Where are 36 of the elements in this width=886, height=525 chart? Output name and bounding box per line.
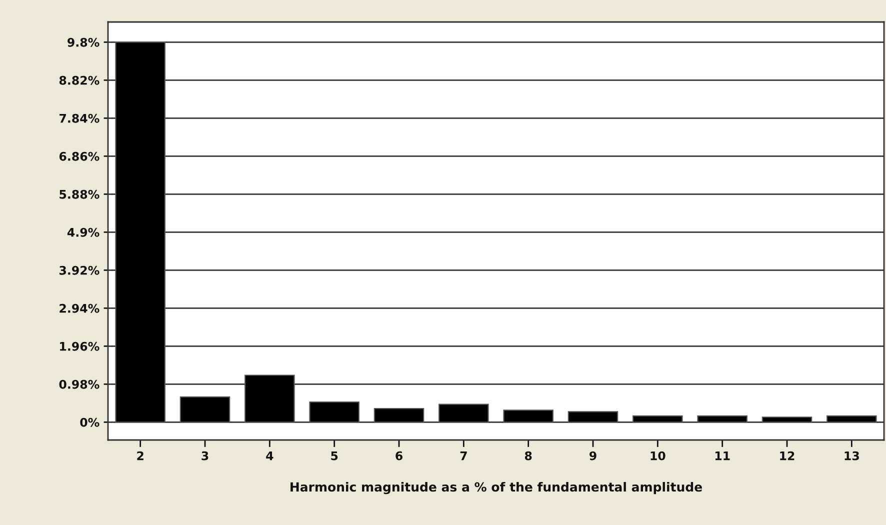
- y-tick-label: 5.88%: [60, 190, 100, 199]
- bar: [180, 396, 230, 423]
- x-tick-label: 9: [590, 451, 596, 460]
- y-tick-label: 0%: [80, 418, 100, 427]
- bar: [762, 416, 812, 423]
- bar: [826, 415, 877, 423]
- y-tick-label: 6.86%: [59, 152, 100, 161]
- bar: [503, 410, 554, 423]
- bar: [374, 408, 424, 423]
- bar: [632, 415, 683, 423]
- x-tick-label: 3: [202, 451, 208, 460]
- y-tick-label: 0.98%: [59, 380, 100, 389]
- y-tick-label: 2.94%: [60, 304, 100, 313]
- y-tick-label: 8.82%: [59, 76, 100, 85]
- x-tick-label: 11: [715, 451, 730, 460]
- bar: [309, 401, 360, 423]
- x-tick-label: 12: [780, 451, 794, 460]
- y-tick-label: 7.84%: [60, 114, 100, 123]
- x-tick-label: 5: [331, 451, 338, 460]
- bar: [244, 374, 295, 423]
- x-tick-label: 4: [266, 451, 274, 460]
- x-tick-label: 2: [137, 451, 144, 460]
- y-tick-label: 9.8%: [68, 38, 100, 47]
- x-tick-label: 13: [844, 451, 859, 460]
- y-tick-label: 3.92%: [60, 266, 100, 275]
- x-tick-label: 7: [460, 451, 467, 460]
- x-tick-label: 6: [396, 451, 402, 460]
- bar: [568, 411, 618, 423]
- bar: [115, 42, 166, 423]
- x-tick-label: 8: [524, 451, 532, 460]
- y-tick-label: 1.96%: [60, 342, 100, 351]
- y-tick-label: 4.9%: [67, 228, 100, 237]
- bar: [438, 404, 489, 423]
- x-tick-label: 10: [650, 451, 666, 460]
- bar: [697, 415, 748, 423]
- x-axis-title: Harmonic magnitude as a % of the fundamental amplitude: [290, 482, 702, 494]
